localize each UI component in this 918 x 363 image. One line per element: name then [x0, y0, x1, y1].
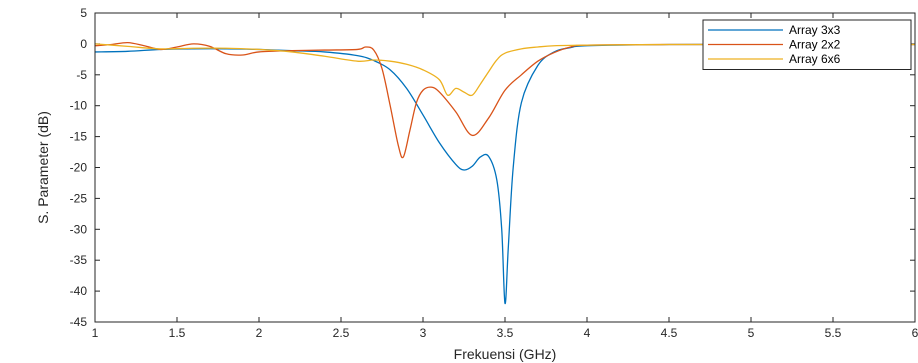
x-tick-label: 5.5	[825, 326, 842, 340]
series-layer	[94, 42, 915, 305]
x-tick-label: 1	[92, 326, 99, 340]
y-tick-label: -40	[70, 284, 88, 298]
y-tick-label: -15	[70, 130, 88, 144]
series-line-3	[94, 43, 915, 97]
x-tick-label: 3	[420, 326, 427, 340]
x-tick-label: 3.5	[497, 326, 514, 340]
ticks-layer: 1 1.5 2 2.5 3 3.5 4 4.5 5 5.5 6 5 0 -5 -10 -15 -20 -25 -30…	[70, 6, 918, 340]
legend-label-1: Array 3x3	[789, 23, 841, 37]
legend-label-3: Array 6x6	[789, 52, 841, 66]
x-tick-label: 5	[748, 326, 755, 340]
y-tick-label: 0	[80, 37, 87, 51]
y-tick-label: 5	[80, 6, 87, 20]
x-tick-label: 4	[584, 326, 591, 340]
y-tick-label: -5	[76, 68, 87, 82]
x-tick-label: 2.5	[333, 326, 350, 340]
series-line-1	[94, 43, 915, 305]
series-line-2	[94, 42, 915, 159]
legend-label-2: Array 2x2	[789, 38, 841, 52]
y-tick-label: -45	[70, 315, 88, 329]
y-tick-label: -20	[70, 161, 88, 175]
x-tick-label: 1.5	[169, 326, 186, 340]
y-tick-label: -25	[70, 191, 88, 205]
plot-area-frame	[94, 12, 916, 323]
x-tick-label: 2	[256, 326, 263, 340]
x-tick-label: 4.5	[661, 326, 678, 340]
y-tick-label: -10	[70, 99, 88, 113]
y-tick-label: -35	[70, 253, 88, 267]
y-tick-label: -30	[70, 222, 88, 236]
y-axis-label: S. Parameter (dB)	[35, 111, 51, 224]
x-axis-label: Frekuensi (GHz)	[454, 346, 557, 362]
x-tick-label: 6	[912, 326, 918, 340]
